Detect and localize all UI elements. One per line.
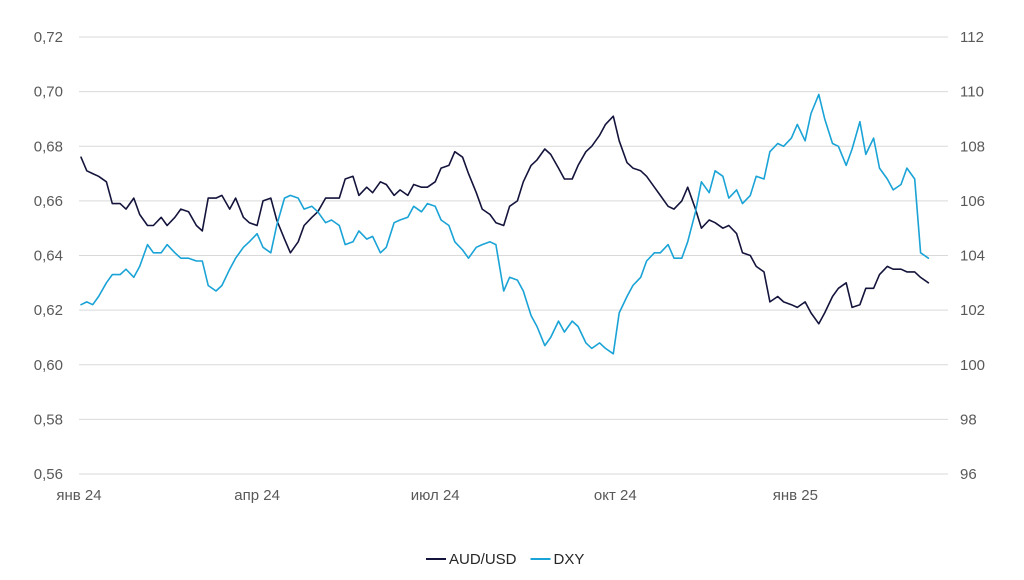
right-axis-ticks: 96 98 100 102 104 106 108 110 112 [960, 29, 985, 483]
legend: AUD/USD DXY [426, 551, 584, 568]
x-axis-tick-label: апр 24 [234, 487, 280, 504]
x-axis-tick-label: июл 24 [411, 487, 460, 504]
right-axis-tick-label: 112 [960, 29, 984, 46]
left-axis-tick-label: 0,56 [34, 466, 63, 483]
left-axis-tick-label: 0,62 [34, 302, 63, 319]
legend-label: DXY [554, 551, 585, 568]
x-axis-ticks: янв 24 апр 24 июл 24 окт 24 янв 25 [56, 487, 818, 504]
left-axis-tick-label: 0,60 [34, 357, 63, 374]
right-axis-tick-label: 104 [960, 248, 985, 265]
right-axis-tick-label: 110 [960, 84, 984, 101]
right-axis-tick-label: 102 [960, 302, 985, 319]
right-axis-tick-label: 100 [960, 357, 985, 374]
right-axis-tick-label: 96 [960, 466, 977, 483]
series-line-aud-usd [80, 115, 930, 325]
left-axis-tick-label: 0,64 [34, 248, 63, 265]
right-axis-tick-label: 98 [960, 411, 977, 428]
x-axis-tick-label: окт 24 [594, 487, 637, 504]
left-axis-tick-label: 0,58 [34, 411, 63, 428]
x-axis-tick-label: янв 24 [56, 487, 101, 504]
left-axis-ticks: 0,56 0,58 0,60 0,62 0,64 0,66 0,68 0,70 0,72 [34, 29, 63, 483]
series-lines [80, 93, 930, 355]
right-axis-tick-label: 106 [960, 193, 985, 210]
right-axis-tick-label: 108 [960, 138, 985, 155]
left-axis-tick-label: 0,66 [34, 193, 63, 210]
left-axis-tick-label: 0,68 [34, 138, 63, 155]
left-axis-tick-label: 0,70 [34, 84, 63, 101]
legend-label: AUD/USD [449, 551, 517, 568]
left-axis-tick-label: 0,72 [34, 29, 63, 46]
x-axis-tick-label: янв 25 [773, 487, 818, 504]
gridlines [79, 36, 948, 475]
series-line-dxy [80, 93, 930, 355]
